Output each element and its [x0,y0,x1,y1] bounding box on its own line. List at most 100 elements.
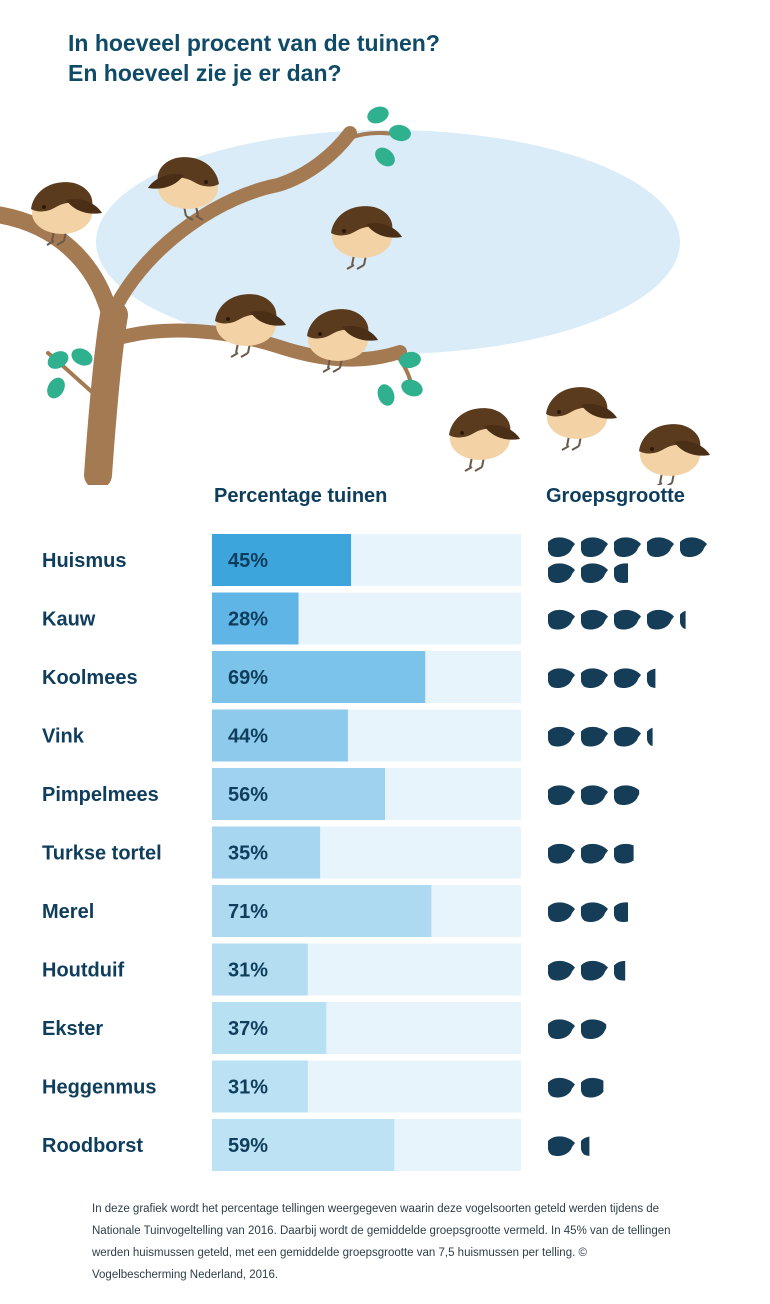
sparrow-icon [546,387,617,451]
bird-silhouette-icon [548,726,575,747]
value-label: 44% [228,726,268,748]
sparrow-icon [148,157,219,221]
category-label: Roodborst [42,1135,143,1157]
leaf-icon [47,351,69,369]
bird-silhouette-icon [614,537,641,557]
category-label: Houtduif [42,960,125,982]
bird-silhouette-icon [548,668,575,688]
leaf-icon [377,384,395,406]
title-line-1: In hoeveel procent van de tuinen? [68,30,440,56]
leaf-icon [401,379,423,397]
bird-silhouette-icon [614,563,628,583]
bird-silhouette-icon [548,1077,575,1098]
bird-silhouette-icon [548,1019,575,1039]
bird-silhouette-icon [548,843,575,864]
page-title: In hoeveel procent van de tuinen? En hoe… [68,28,440,88]
branch-left [0,206,119,324]
column-header-percentage: Percentage tuinen [214,485,388,507]
percentage-bar [212,651,426,703]
value-label: 45% [228,550,268,572]
bird-silhouette-icon [614,960,626,981]
category-label: Ekster [42,1018,103,1040]
bird-silhouette-icon [581,1019,607,1039]
percentage-bar [212,1060,308,1113]
category-label: Merel [42,901,94,923]
category-label: Vink [42,726,85,748]
sparrow-icon [449,408,520,472]
value-label: 56% [228,784,268,806]
value-label: 59% [228,1135,268,1157]
sparrow-icon [31,182,102,246]
bird-silhouette-icon [581,1077,604,1098]
bird-silhouette-icon [581,1136,590,1156]
bird-silhouette-icon [581,726,608,747]
category-label: Kauw [42,609,96,631]
leaf-icon [389,124,411,142]
percentage-bar [212,826,321,879]
value-label: 31% [228,1077,268,1099]
bar-chart: Huismus 45% Kauw 28% Koolmees 69% Vink 44% Pimpe… [42,534,707,1171]
bird-silhouette-icon [647,609,674,630]
category-label: Koolmees [42,667,138,689]
footnote: In deze grafiek wordt het percentage tel… [92,1203,671,1281]
value-label: 31% [228,960,268,982]
bird-silhouette-icon [581,785,608,805]
bird-silhouette-icon [614,668,641,688]
tree [0,126,414,485]
bird-silhouette-icon [680,610,686,629]
percentage-bar [212,885,432,937]
leaf-icon [47,377,65,399]
tree-birds-illustration [0,106,710,485]
bird-silhouette-icon [614,785,640,805]
value-label: 37% [228,1018,268,1040]
bird-silhouette-icon [548,785,575,805]
branch-lower [105,323,407,367]
tree-trunk [84,301,128,485]
bird-silhouette-icon [548,902,575,922]
percentage-bar [212,943,308,996]
category-label: Huismus [42,550,126,572]
value-label: 28% [228,609,268,631]
percentage-bar [212,768,386,820]
percentage-bar [212,592,299,645]
bird-silhouette-icon [614,726,641,747]
bird-silhouette-icon [581,902,608,922]
bird-silhouette-icon [647,727,653,746]
leaf-icon [71,348,93,366]
bird-silhouette-icon [581,960,608,981]
sparrow-icon [215,294,286,358]
value-label: 69% [228,667,268,689]
sparrow-icon [639,424,710,485]
percentage-bar [212,1002,327,1054]
bird-silhouette-icon [581,563,608,583]
category-label: Heggenmus [42,1077,156,1099]
category-label: Turkse tortel [42,843,162,865]
bird-silhouette-icon [581,537,608,557]
bird-silhouette-icon [548,960,575,981]
bird-silhouette-icon [581,843,608,864]
bird-silhouette-icon [548,563,575,583]
leaf-icon [375,147,395,167]
percentage-bar [212,1119,395,1171]
branch-upper [107,126,357,317]
percentage-bar [212,709,348,762]
leaves [47,106,423,406]
value-label: 35% [228,843,268,865]
bird-silhouette-icon [581,668,608,688]
bird-silhouette-icon [548,537,575,557]
bird-silhouette-icon [614,843,634,864]
bird-silhouette-icon [614,609,641,630]
percentage-bar [212,534,352,586]
sparrow-icon [331,206,402,270]
bird-silhouette-icon [581,609,608,630]
title-line-2: En hoeveel zie je er dan? [68,60,342,86]
leaf-icon [367,106,389,124]
bird-silhouette-icon [647,668,656,688]
bird-silhouette-icon [647,537,674,557]
value-label: 71% [228,901,268,923]
birds [31,157,710,485]
bird-silhouette-icon [614,902,628,922]
leaf-icon [399,351,421,369]
bird-silhouette-icon [548,1136,575,1156]
sparrow-icon [307,309,378,373]
